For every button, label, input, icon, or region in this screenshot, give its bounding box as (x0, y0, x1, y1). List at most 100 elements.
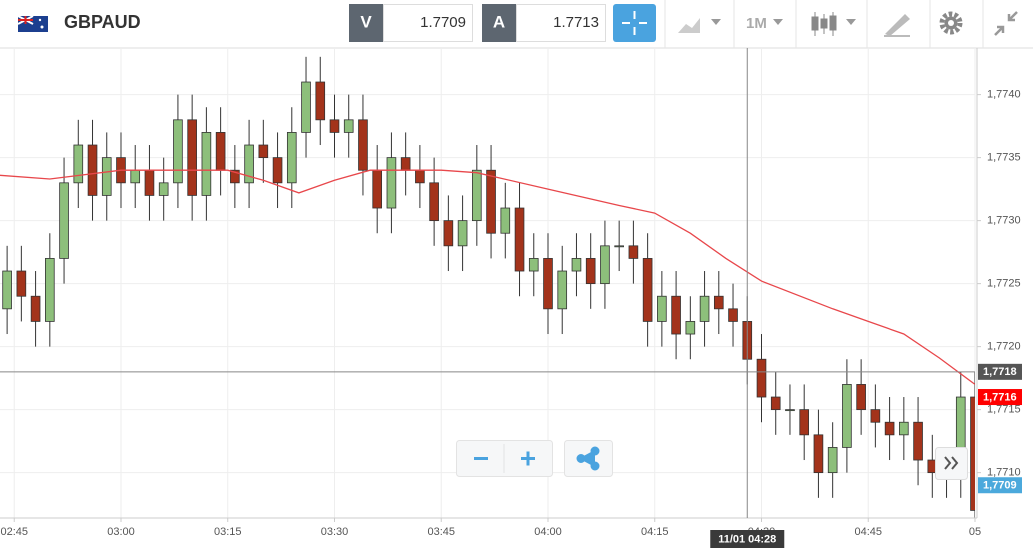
moving-average (0, 169, 975, 385)
draw-button[interactable] (884, 14, 910, 37)
candle (713, 271, 724, 335)
y-tick-label: 1,7720 (987, 341, 1021, 353)
x-tick-label: 05 (969, 526, 981, 538)
crosshair-button[interactable] (613, 4, 656, 42)
price-flag (978, 477, 1022, 494)
candle (671, 271, 681, 360)
candle-body (201, 132, 212, 196)
symbol: GBPAUD (64, 12, 141, 32)
candle-body (59, 182, 69, 259)
candle-body (913, 421, 923, 461)
candle-body (101, 157, 112, 196)
x-tick-label: 03:15 (214, 526, 242, 538)
candle (500, 182, 511, 259)
candle-body (600, 245, 610, 285)
candle-body (16, 270, 27, 297)
y-tick-label: 1,7725 (987, 278, 1021, 290)
bid-box (383, 4, 473, 42)
price-label: 1,7709 (983, 480, 1017, 492)
y-tick-label: 1,7715 (987, 404, 1021, 416)
x-tick-label: 04:45 (854, 526, 882, 538)
candle (230, 145, 240, 209)
candle (16, 245, 27, 322)
price-flag (978, 389, 1022, 406)
candle (756, 334, 767, 423)
candle (813, 409, 824, 498)
candle (585, 233, 596, 309)
price-label: 1,7716 (983, 391, 1017, 403)
candle-body (45, 258, 55, 322)
candle-body (343, 119, 354, 133)
candle-body (642, 258, 653, 322)
candle (913, 397, 923, 486)
candle (201, 107, 212, 221)
bid-label: V (360, 12, 372, 31)
candle-body (187, 119, 197, 196)
candle (87, 119, 98, 221)
candle-body (429, 182, 439, 222)
y-tick-label: 1,7735 (987, 152, 1021, 164)
scroll-right-button[interactable] (935, 447, 968, 480)
candle-body (272, 157, 283, 184)
ask-label: A (493, 12, 505, 31)
candle-body (286, 132, 297, 184)
collapse-button[interactable] (994, 11, 1018, 36)
candle (557, 245, 568, 335)
candle-body (144, 169, 155, 196)
candle-body (799, 409, 810, 436)
candle-body (500, 207, 511, 234)
candle-body (685, 321, 696, 335)
y-tick-label: 1,7710 (987, 467, 1021, 479)
candle-body (315, 81, 326, 121)
candle-body (130, 169, 141, 184)
candle-body (2, 270, 12, 310)
candle (301, 56, 311, 158)
candle (443, 195, 454, 272)
candle-body (557, 270, 568, 310)
candle-style-button[interactable] (811, 12, 856, 36)
candle (528, 233, 539, 297)
candle-body (244, 144, 254, 184)
x-tick-label: 04:00 (534, 526, 562, 538)
chart-type-button[interactable] (678, 18, 721, 33)
candle-body (827, 447, 838, 474)
candle (628, 220, 639, 284)
candle (600, 220, 610, 309)
candle-body (158, 182, 169, 196)
candle (770, 371, 781, 435)
x-tick-label: 04:15 (641, 526, 669, 538)
candle (842, 359, 852, 473)
settings-button[interactable] (939, 11, 963, 35)
candle (315, 56, 326, 146)
candle (685, 296, 696, 360)
flag-icon (17, 15, 48, 32)
candle-body (486, 169, 496, 234)
zoom-in-button[interactable] (521, 451, 535, 466)
candle (657, 271, 667, 347)
candle-body (813, 434, 824, 474)
candle (329, 94, 340, 158)
ask-button[interactable] (482, 4, 516, 42)
y-tick-label: 1,7730 (987, 215, 1021, 227)
candle-body (699, 295, 710, 322)
candle-body (585, 258, 596, 285)
candle (472, 145, 482, 246)
candle (970, 371, 975, 518)
crosshair-x-label: 11/01 04:28 (718, 533, 776, 545)
candle-body (386, 157, 397, 209)
candle (59, 157, 69, 284)
timeframe-button[interactable]: 1M (746, 15, 783, 32)
candle (642, 233, 653, 347)
candle-body (215, 132, 226, 171)
candle (514, 182, 525, 297)
toolbar: GBPAUD V 1.7709 A 1.7713 1M (0, 0, 1033, 49)
candle-body (856, 384, 866, 411)
bid-button[interactable] (349, 4, 383, 42)
crosshair-y-label: 1,7718 (983, 366, 1017, 378)
timeframe: 1M (746, 15, 767, 32)
ask-box (516, 4, 606, 42)
candle (187, 94, 197, 221)
candle (158, 157, 169, 221)
candle-body (728, 308, 738, 322)
candle-body (657, 295, 667, 322)
